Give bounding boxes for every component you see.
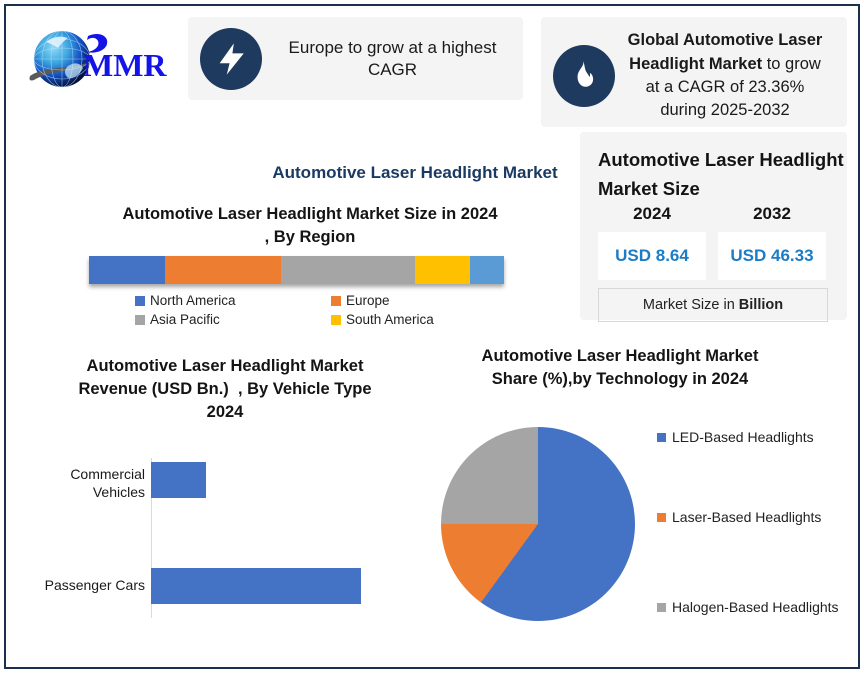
svg-text:MMR: MMR [83,47,167,83]
